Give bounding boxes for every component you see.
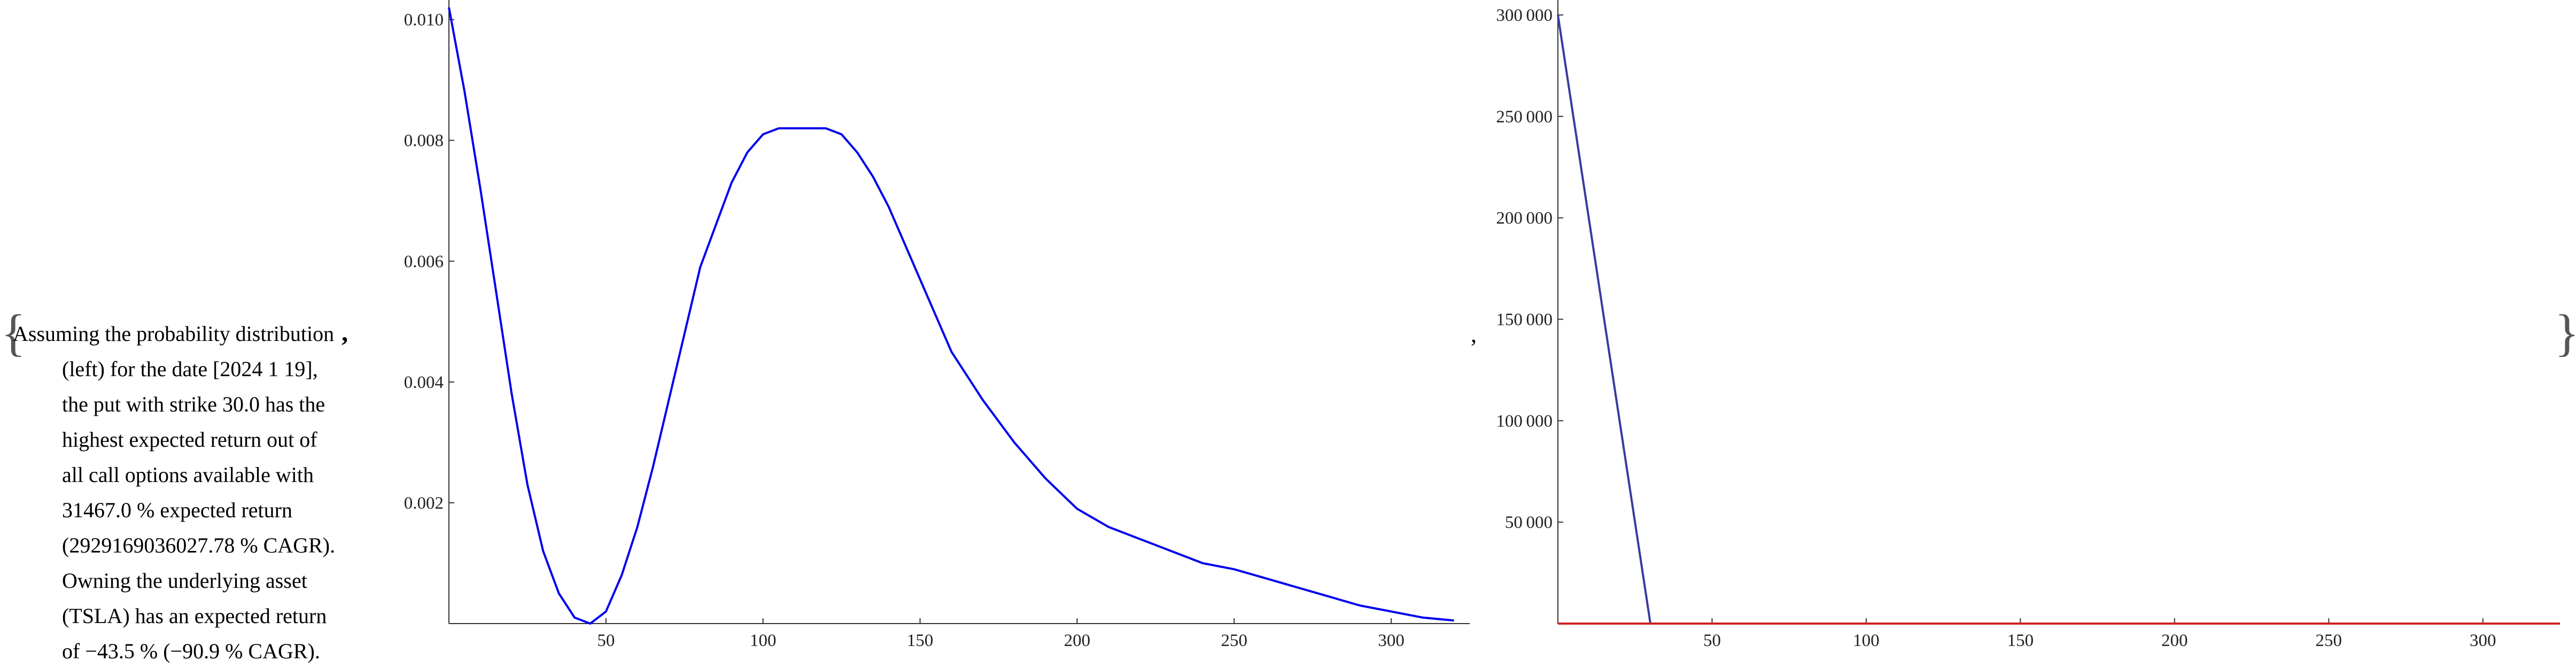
x-tick-label: 100 — [1853, 631, 1880, 650]
x-tick-label: 250 — [2316, 631, 2342, 650]
caption-line-6: 31467.0 % expected return — [62, 498, 292, 522]
y-tick-label: 0.006 — [404, 252, 444, 271]
series-line — [1557, 14, 2560, 625]
open-brace: { — [1, 304, 26, 361]
series-line — [448, 7, 1454, 625]
caption-line-10: of −43.5 % (−90.9 % CAGR). — [62, 639, 320, 663]
caption-line-7: (2929169036027.78 % CAGR). — [62, 533, 336, 557]
y-tick-label: 250 000 — [1496, 107, 1553, 127]
y-tick-label: 0.010 — [404, 11, 444, 30]
probability-distribution-chart: 50 100 150 200 250 300 0.002 0.004 0.006 0.008 0.0… — [404, 0, 1470, 650]
x-tick-label: 200 — [1064, 631, 1091, 650]
x-tick-label: 250 — [1221, 631, 1247, 650]
y-tick-label: 300 000 — [1496, 6, 1553, 25]
caption-line-1: Assuming the probability distribution, — [13, 315, 387, 352]
caption-comma: , — [342, 318, 348, 347]
x-tick-label: 50 — [1703, 631, 1721, 650]
separator-comma: , — [1471, 321, 1477, 347]
result-caption: Assuming the probability distribution, (… — [13, 315, 387, 669]
caption-line-8: Owning the underlying asset — [62, 569, 307, 593]
x-tick-label: 200 — [2161, 631, 2188, 650]
caption-text: Assuming the probability distribution — [13, 322, 335, 346]
y-tick-label: 150 000 — [1496, 310, 1553, 330]
caption-line-5: all call options available with — [62, 463, 314, 487]
caption-line-4: highest expected return out of — [62, 427, 317, 452]
x-tick-label: 300 — [2470, 631, 2496, 650]
x-tick-label: 50 — [597, 631, 615, 650]
caption-line-2: (left) for the date [2024 1 19], — [62, 357, 318, 381]
y-tick-label: 0.008 — [404, 131, 444, 151]
x-tick-label: 150 — [907, 631, 934, 650]
y-tick-label: 0.004 — [404, 373, 444, 392]
x-tick-label: 100 — [750, 631, 777, 650]
y-tick-label: 50 000 — [1505, 513, 1553, 532]
y-tick-label: 100 000 — [1496, 411, 1553, 431]
x-tick-label: 150 — [2007, 631, 2034, 650]
x-tick-label: 300 — [1378, 631, 1405, 650]
caption-line-3: the put with strike 30.0 has the — [62, 392, 325, 416]
caption-line-9: (TSLA) has an expected return — [62, 604, 327, 628]
close-brace: } — [2555, 307, 2576, 359]
y-tick-label: 200 000 — [1496, 209, 1553, 228]
y-tick-label: 0.002 — [404, 494, 444, 513]
expected-return-chart: 50 100 150 200 250 300 50 000 100 000 150 000 200… — [1496, 0, 2560, 650]
